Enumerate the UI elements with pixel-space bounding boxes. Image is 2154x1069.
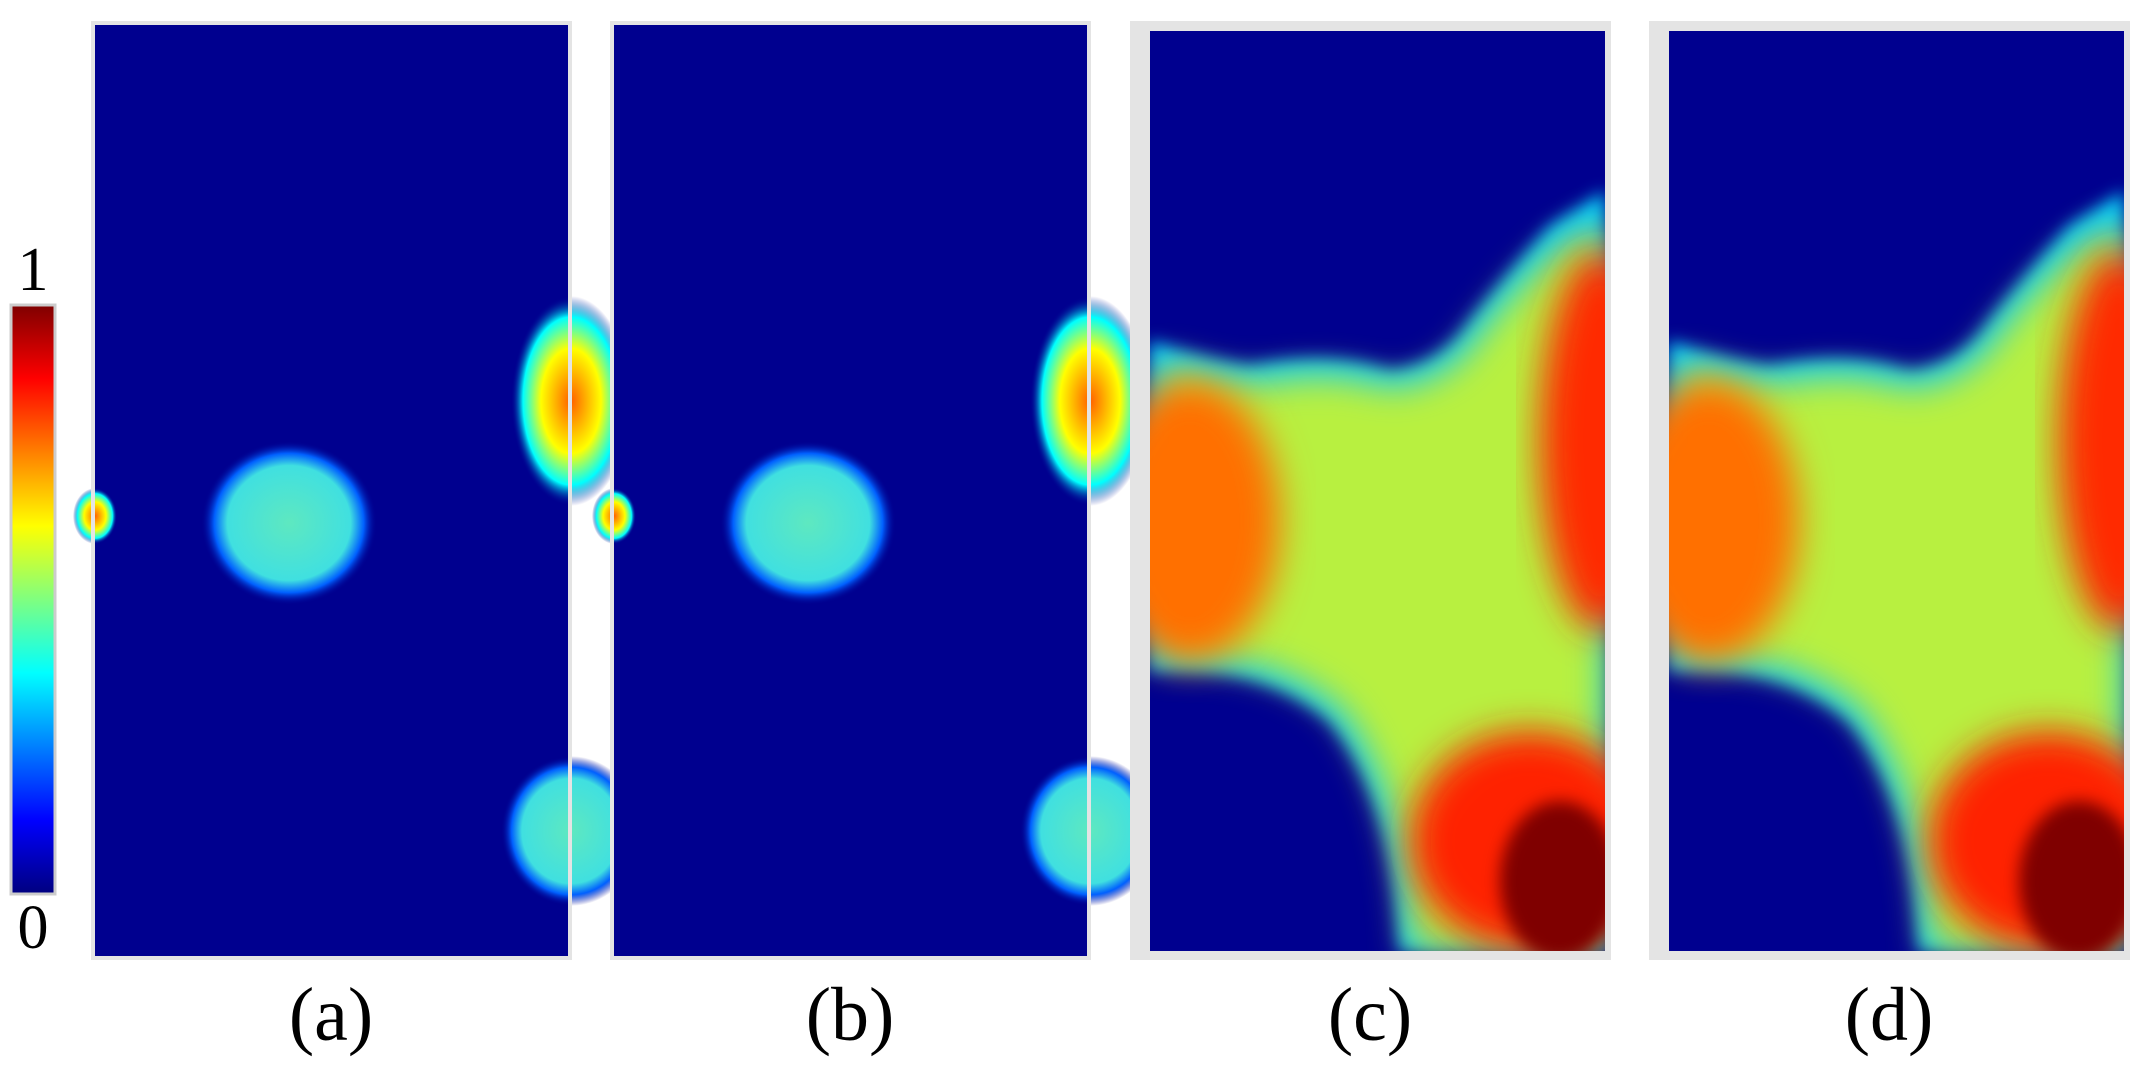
panel-label: (a) — [289, 973, 373, 1057]
panel-c-plot — [1100, 21, 1660, 961]
colorbar-max-label: 1 — [18, 236, 49, 304]
panel-b-plot — [592, 21, 1160, 960]
panel-label: (d) — [1845, 973, 1934, 1057]
panel-label: (c) — [1328, 973, 1412, 1057]
panel-d-plot — [1619, 21, 2154, 961]
colorbar — [9, 303, 57, 896]
panel-a-plot — [73, 21, 641, 960]
panel-label: (b) — [806, 973, 895, 1057]
colorbar-min-label: 0 — [18, 894, 49, 962]
